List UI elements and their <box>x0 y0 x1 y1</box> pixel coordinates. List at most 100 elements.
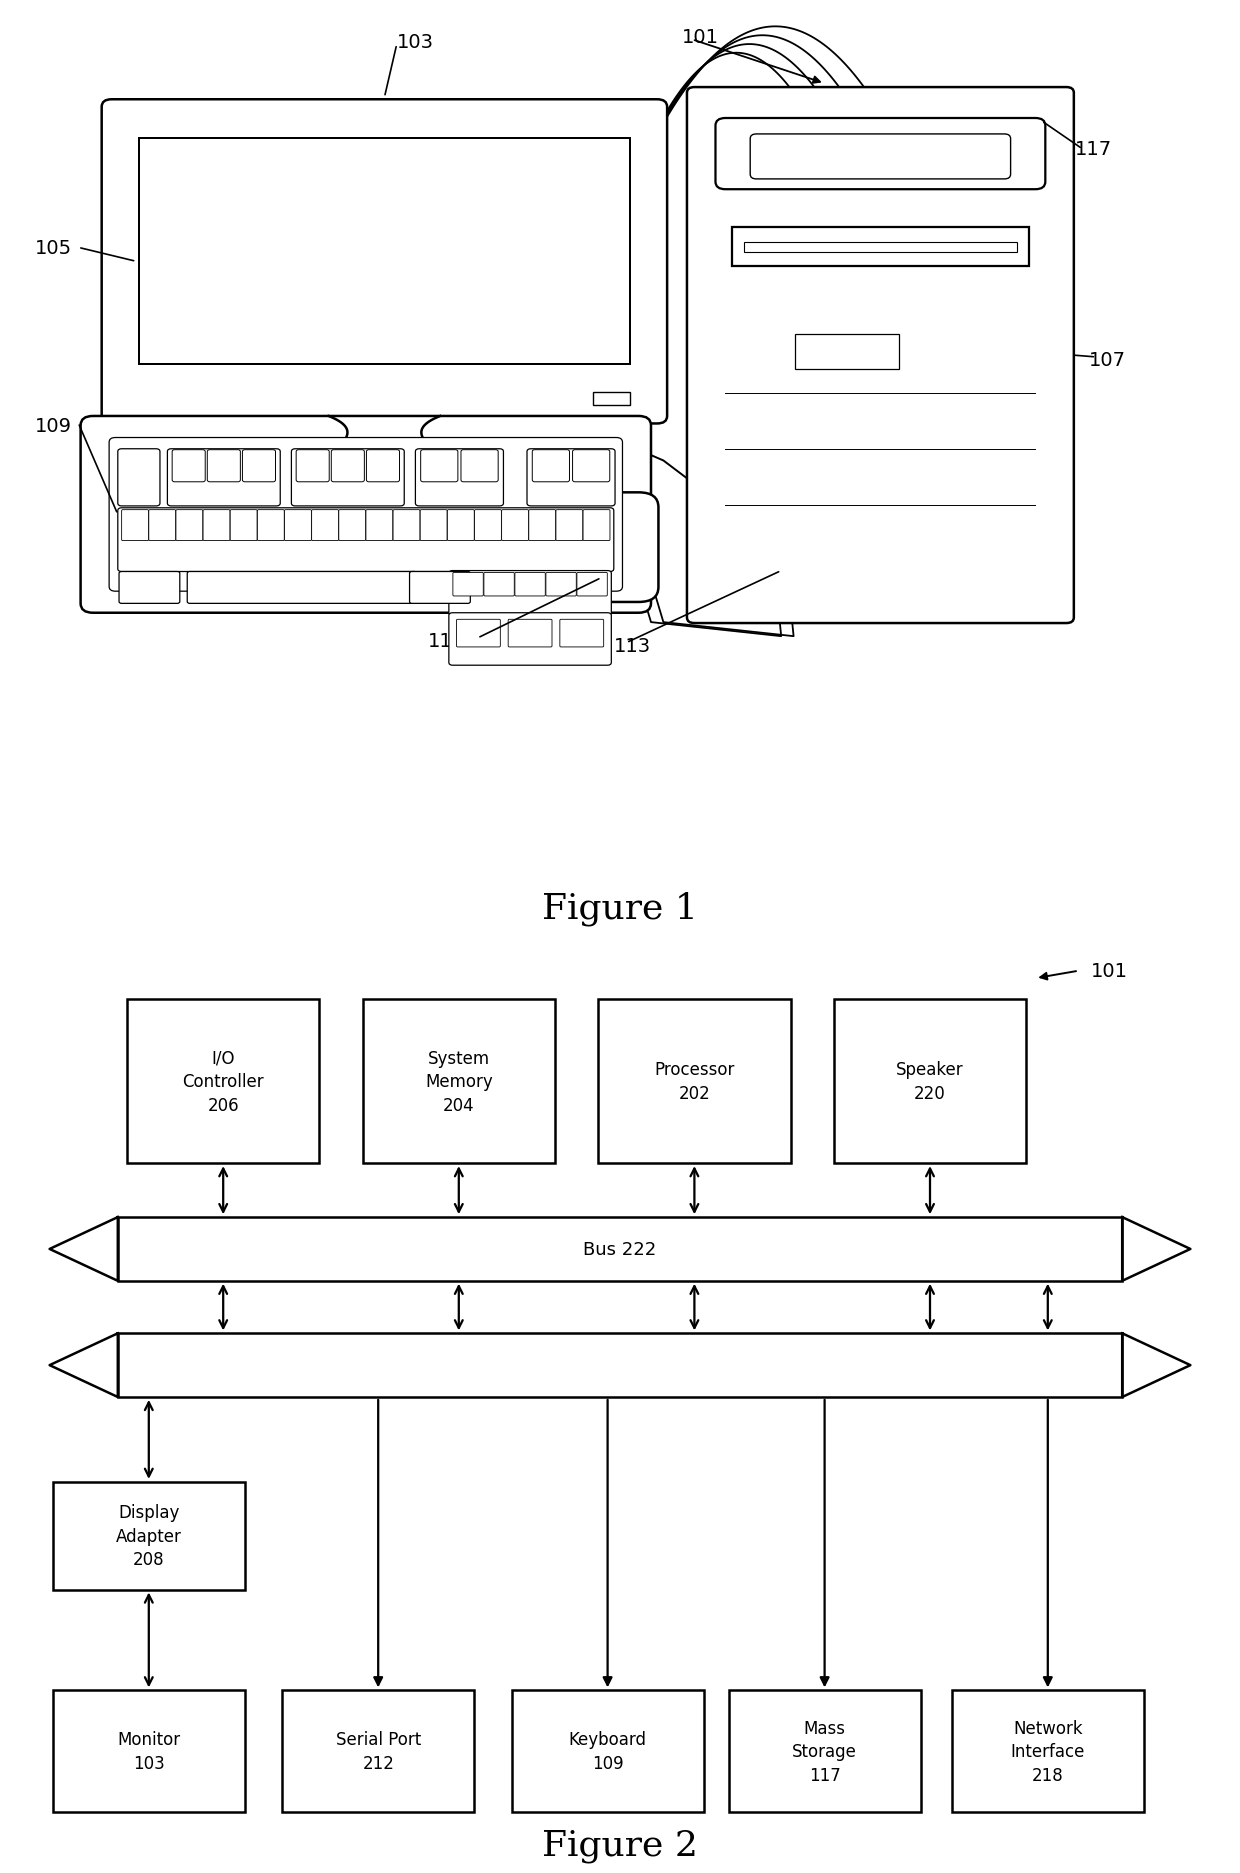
FancyBboxPatch shape <box>687 88 1074 624</box>
FancyBboxPatch shape <box>393 511 420 541</box>
Polygon shape <box>273 468 496 504</box>
FancyBboxPatch shape <box>475 511 501 541</box>
Text: System
Memory
204: System Memory 204 <box>425 1049 492 1114</box>
Text: Monitor
103: Monitor 103 <box>118 1731 180 1772</box>
FancyBboxPatch shape <box>449 571 611 616</box>
Bar <box>139 139 630 365</box>
FancyBboxPatch shape <box>409 573 470 605</box>
FancyBboxPatch shape <box>546 573 577 597</box>
FancyBboxPatch shape <box>502 511 528 541</box>
FancyBboxPatch shape <box>750 135 1011 180</box>
FancyBboxPatch shape <box>258 511 284 541</box>
FancyBboxPatch shape <box>573 451 610 483</box>
FancyBboxPatch shape <box>415 450 503 508</box>
Bar <box>744 243 1017 253</box>
Bar <box>126 1000 320 1163</box>
FancyBboxPatch shape <box>311 511 339 541</box>
FancyBboxPatch shape <box>508 620 552 648</box>
FancyBboxPatch shape <box>715 120 1045 189</box>
FancyBboxPatch shape <box>461 451 498 483</box>
FancyBboxPatch shape <box>577 573 608 597</box>
FancyBboxPatch shape <box>420 451 458 483</box>
FancyBboxPatch shape <box>167 450 280 508</box>
FancyBboxPatch shape <box>520 493 658 603</box>
FancyBboxPatch shape <box>207 451 241 483</box>
Text: 111: 111 <box>428 631 465 652</box>
FancyBboxPatch shape <box>420 511 448 541</box>
FancyBboxPatch shape <box>456 620 500 648</box>
Bar <box>281 1689 474 1813</box>
FancyBboxPatch shape <box>339 511 366 541</box>
FancyBboxPatch shape <box>109 438 622 592</box>
Text: 113: 113 <box>614 637 651 656</box>
FancyBboxPatch shape <box>484 573 515 597</box>
Text: 101: 101 <box>1091 961 1128 981</box>
FancyBboxPatch shape <box>331 451 365 483</box>
Text: Keyboard
109: Keyboard 109 <box>569 1731 646 1772</box>
FancyBboxPatch shape <box>453 573 484 597</box>
FancyBboxPatch shape <box>118 450 160 508</box>
Bar <box>580 513 598 534</box>
Text: 103: 103 <box>397 32 434 52</box>
Polygon shape <box>1122 1334 1190 1397</box>
Text: 109: 109 <box>35 416 72 436</box>
FancyBboxPatch shape <box>149 511 176 541</box>
Polygon shape <box>316 418 453 468</box>
Bar <box>511 1689 704 1813</box>
Text: 101: 101 <box>682 28 719 47</box>
Bar <box>795 333 899 371</box>
FancyBboxPatch shape <box>532 451 569 483</box>
Bar <box>118 1334 1122 1397</box>
FancyBboxPatch shape <box>583 511 610 541</box>
Text: Bus 222: Bus 222 <box>583 1240 657 1259</box>
FancyBboxPatch shape <box>187 573 417 605</box>
Text: Figure 2: Figure 2 <box>542 1828 698 1862</box>
Bar <box>729 1689 920 1813</box>
Bar <box>118 1217 1122 1281</box>
Bar <box>593 393 630 405</box>
FancyBboxPatch shape <box>448 511 474 541</box>
FancyBboxPatch shape <box>291 450 404 508</box>
Text: Serial Port
212: Serial Port 212 <box>336 1731 420 1772</box>
Bar <box>833 1000 1025 1163</box>
Bar <box>952 1689 1145 1813</box>
Text: Display
Adapter
208: Display Adapter 208 <box>115 1504 182 1568</box>
Text: Speaker
220: Speaker 220 <box>897 1060 963 1103</box>
FancyBboxPatch shape <box>527 450 615 508</box>
Text: Figure 1: Figure 1 <box>542 892 698 925</box>
Text: 117: 117 <box>1075 140 1112 159</box>
FancyBboxPatch shape <box>243 451 275 483</box>
FancyBboxPatch shape <box>515 573 546 597</box>
FancyBboxPatch shape <box>119 573 180 605</box>
Text: Mass
Storage
117: Mass Storage 117 <box>792 1719 857 1783</box>
Bar <box>52 1482 246 1590</box>
FancyBboxPatch shape <box>176 511 203 541</box>
Text: Network
Interface
218: Network Interface 218 <box>1011 1719 1085 1783</box>
FancyBboxPatch shape <box>296 451 330 483</box>
FancyBboxPatch shape <box>449 614 611 667</box>
Polygon shape <box>50 1217 118 1281</box>
FancyBboxPatch shape <box>367 451 399 483</box>
Polygon shape <box>1122 1217 1190 1281</box>
FancyBboxPatch shape <box>81 418 651 614</box>
Bar <box>362 1000 556 1163</box>
FancyBboxPatch shape <box>203 511 229 541</box>
FancyBboxPatch shape <box>122 511 149 541</box>
Text: 107: 107 <box>1089 350 1126 371</box>
Bar <box>732 227 1029 266</box>
FancyBboxPatch shape <box>231 511 257 541</box>
FancyBboxPatch shape <box>366 511 393 541</box>
FancyBboxPatch shape <box>556 511 583 541</box>
Bar <box>52 1689 246 1813</box>
FancyBboxPatch shape <box>172 451 206 483</box>
FancyBboxPatch shape <box>528 511 556 541</box>
Bar <box>599 1000 791 1163</box>
Polygon shape <box>50 1334 118 1397</box>
Text: 105: 105 <box>35 238 72 258</box>
FancyBboxPatch shape <box>118 509 614 573</box>
Text: Processor
202: Processor 202 <box>655 1060 734 1103</box>
FancyBboxPatch shape <box>102 101 667 425</box>
Text: I/O
Controller
206: I/O Controller 206 <box>182 1049 264 1114</box>
FancyBboxPatch shape <box>284 511 311 541</box>
FancyBboxPatch shape <box>559 620 604 648</box>
